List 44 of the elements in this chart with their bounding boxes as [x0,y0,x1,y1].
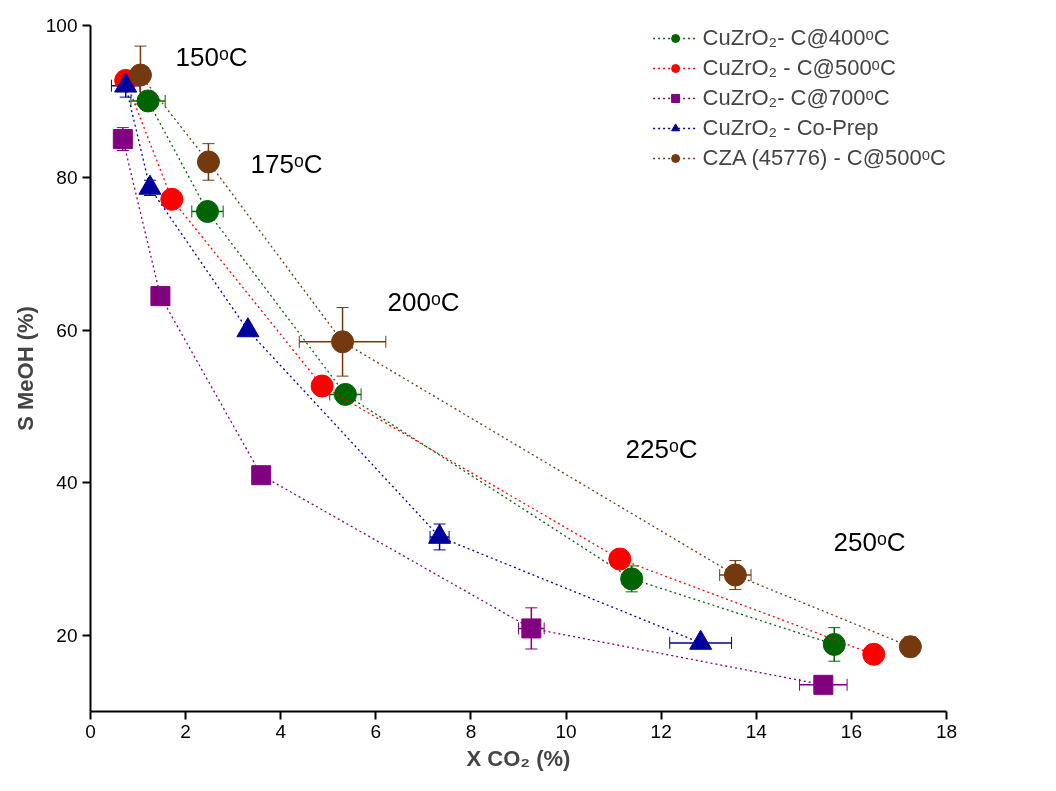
y-tick-label: 80 [56,167,78,189]
y-tick-label: 20 [56,624,78,646]
x-tick-label: 12 [650,720,672,742]
point [160,187,184,211]
x-tick-label: 6 [370,720,382,742]
x-tick-label: 2 [180,720,191,742]
y-tick-label: 60 [56,319,78,341]
point [898,635,922,659]
annotation: 250ᵒC [833,526,906,557]
annotation: 200ᵒC [387,286,460,317]
legend-label: CuZrO₂ - C@500ᵒC [702,55,896,81]
x-tick-label: 16 [840,720,862,742]
annotation: 225ᵒC [625,433,698,464]
annotation: 150ᵒC [175,41,248,72]
legend-label: CZA (45776) - C@500ᵒC [702,145,946,171]
y-axis-title: S MeOH (%) [12,306,38,431]
y-tick-label: 40 [56,472,78,494]
point [813,674,834,695]
x-tick-label: 18 [935,720,958,742]
point [310,374,334,398]
legend-label: CuZrO₂- C@400ᵒC [702,25,890,51]
point [822,632,846,656]
legend-label: CuZrO₂- C@700ᵒC [702,85,890,111]
point [195,200,219,223]
point [136,89,160,113]
x-tick-label: 10 [555,720,577,742]
point [196,150,220,174]
x-axis-title: X CO₂ (%) [466,745,571,771]
legend-label: CuZrO₂ - Co-Prep [702,115,879,141]
annotation: 175ᵒC [250,148,323,179]
point [723,563,747,587]
point [150,286,171,307]
y-tick-label: 100 [45,15,78,36]
point [331,330,355,354]
point [333,382,357,406]
point [620,567,644,591]
point [862,642,886,666]
x-tick-label: 4 [275,720,287,742]
point [128,63,152,87]
point [251,465,272,486]
point [608,547,632,571]
x-tick-label: 14 [745,720,768,742]
x-tick-label: 8 [465,720,477,742]
x-tick-label: 0 [85,720,96,742]
